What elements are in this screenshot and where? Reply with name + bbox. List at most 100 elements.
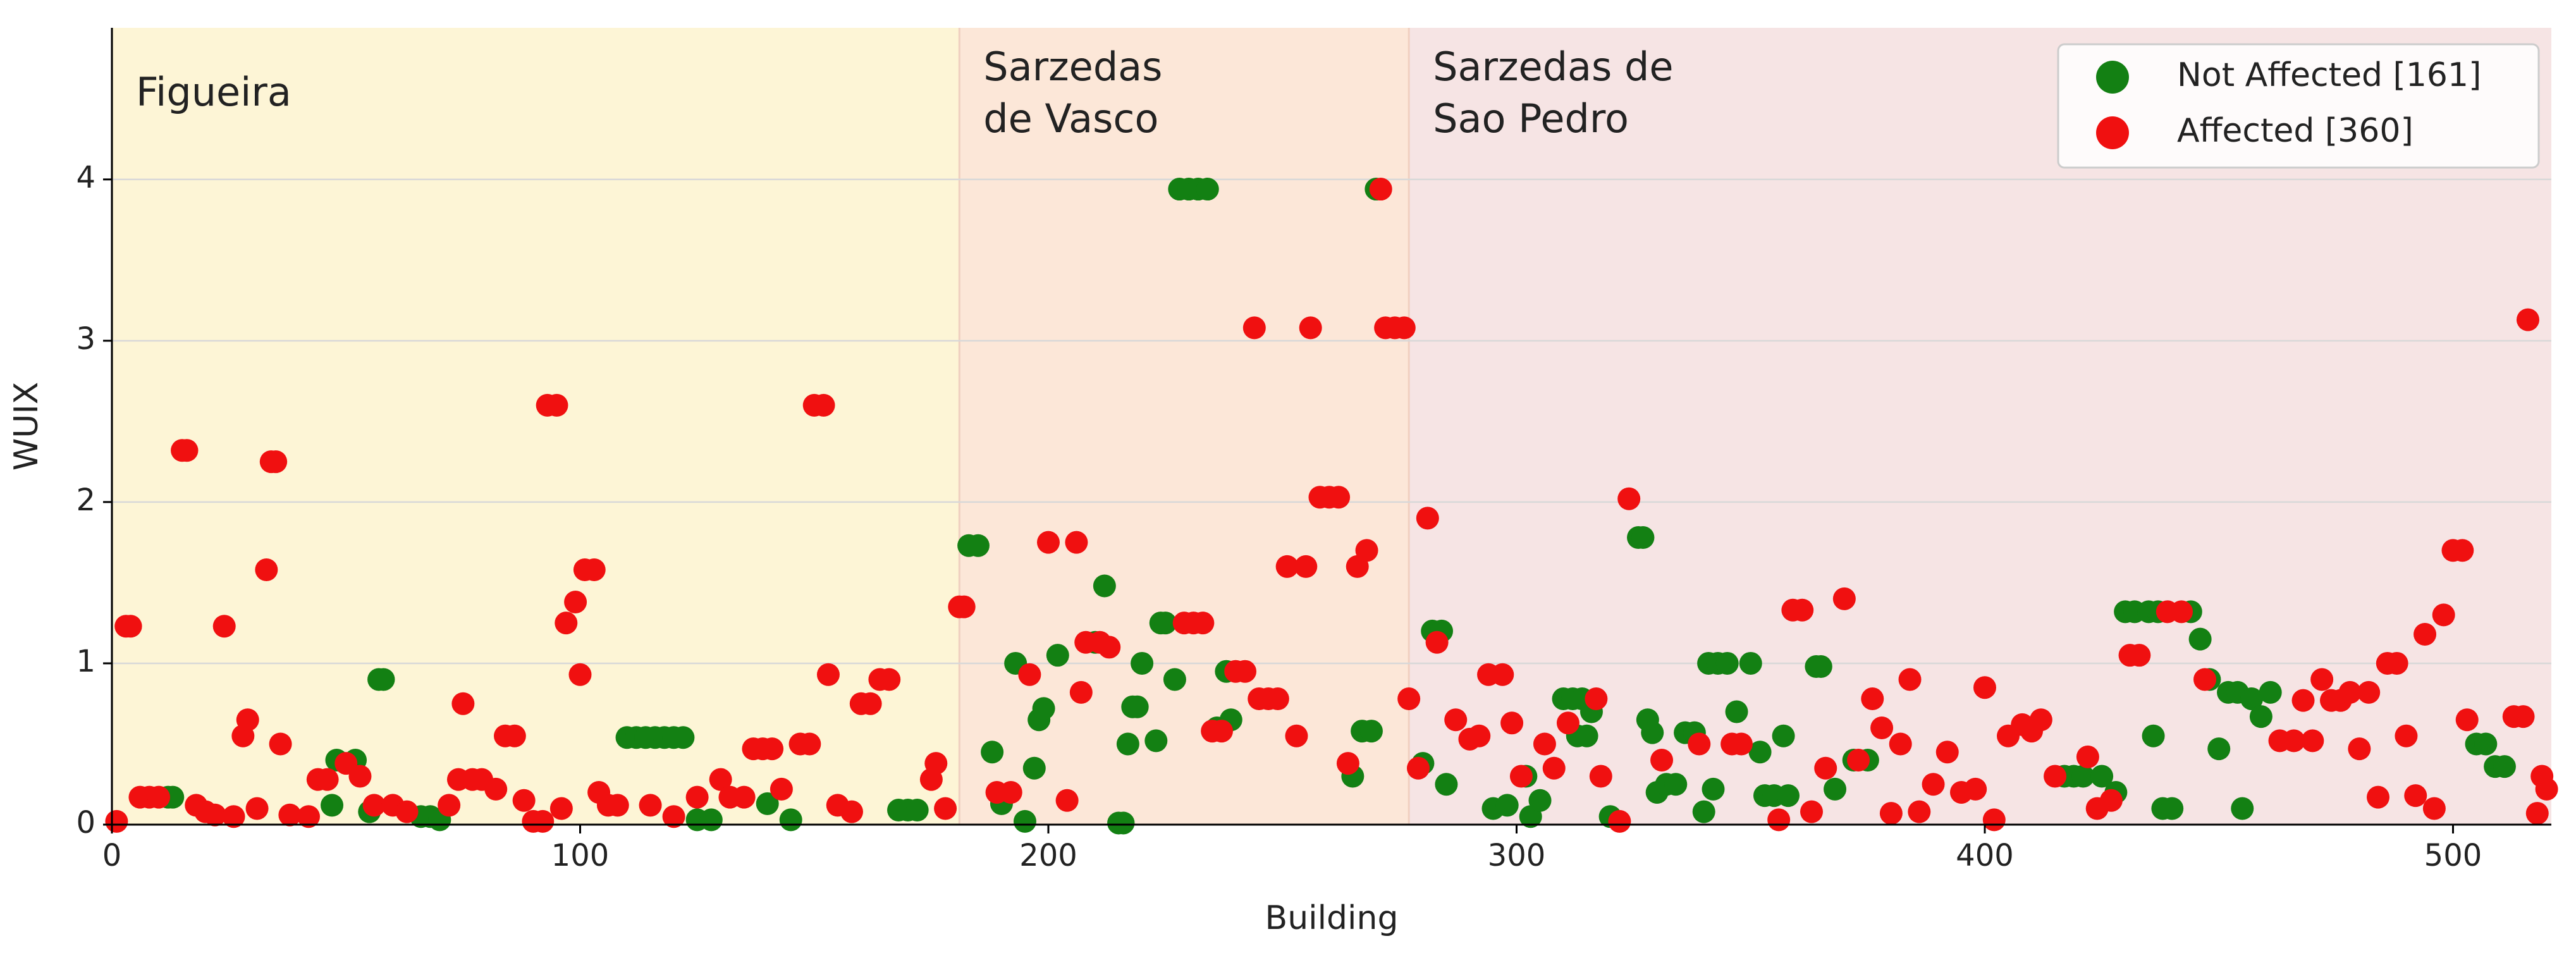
point [568, 663, 592, 686]
point [2170, 600, 2193, 624]
point [1065, 531, 1088, 554]
point [1355, 539, 1378, 562]
point [1131, 651, 1154, 675]
y-tick-label: 0 [76, 805, 95, 840]
point [1528, 789, 1552, 812]
point [222, 805, 245, 828]
y-tick-label: 4 [76, 160, 95, 195]
x-tick-label: 300 [1488, 838, 1546, 873]
point [1776, 784, 1800, 808]
point [1870, 716, 1894, 739]
point [924, 752, 948, 775]
point [2535, 777, 2558, 801]
point [1234, 660, 1257, 683]
point [1369, 178, 1392, 201]
point [1435, 773, 1458, 796]
y-tick-label: 1 [76, 644, 95, 679]
point [1013, 809, 1036, 833]
point [934, 797, 957, 820]
point [2338, 680, 2362, 704]
point [545, 393, 568, 417]
point [2071, 765, 2095, 788]
point [1748, 741, 1772, 764]
point [1359, 720, 1383, 743]
point [1715, 651, 1739, 675]
point [316, 768, 339, 791]
point [1416, 507, 1439, 530]
point [1889, 732, 1912, 756]
point [1982, 808, 2006, 832]
point [1509, 765, 1533, 788]
point [503, 724, 526, 747]
y-axis-label: WUIX [8, 382, 46, 470]
point [1144, 729, 1168, 753]
point [2385, 651, 2408, 675]
point [2240, 687, 2264, 711]
y-tick-label: 2 [76, 483, 95, 518]
point [606, 794, 629, 817]
point [1664, 773, 1688, 796]
point [362, 794, 386, 817]
point [255, 558, 278, 582]
point [245, 797, 269, 820]
point [1022, 756, 1046, 780]
point [1036, 531, 1060, 554]
point [1392, 316, 1416, 340]
point [672, 726, 695, 749]
point [119, 615, 142, 638]
points [105, 178, 2558, 835]
legend-marker [2096, 61, 2129, 94]
point [812, 393, 835, 417]
point [2525, 802, 2549, 825]
point [1018, 663, 1041, 686]
point [1098, 636, 1121, 659]
point [1533, 732, 1556, 756]
point [1772, 724, 1795, 747]
point [2310, 668, 2334, 691]
point [203, 803, 226, 827]
point [1116, 732, 1139, 756]
point [1163, 668, 1186, 691]
point [297, 805, 321, 828]
point [662, 805, 685, 828]
legend-box [2057, 43, 2540, 169]
point [1125, 695, 1149, 718]
point [1266, 687, 1289, 711]
x-tick-label: 100 [551, 838, 610, 873]
point [2301, 729, 2324, 753]
point [278, 803, 302, 827]
point [2076, 745, 2099, 768]
point [1500, 711, 1524, 735]
point [1800, 800, 1824, 823]
point [212, 615, 236, 638]
region [959, 28, 1409, 825]
point [438, 794, 461, 817]
point [1210, 720, 1233, 743]
point [756, 792, 779, 815]
point [236, 708, 259, 732]
point [1631, 526, 1655, 549]
point [1425, 630, 1449, 654]
point [2455, 708, 2479, 732]
point [2493, 755, 2516, 778]
point [564, 591, 587, 614]
point [1791, 598, 1814, 622]
legend-marker [2096, 116, 2129, 149]
point [175, 439, 199, 462]
point [1336, 752, 1359, 775]
point [1556, 711, 1579, 735]
point [1585, 687, 1608, 711]
point [582, 558, 606, 582]
point [1814, 756, 1837, 780]
point [966, 534, 990, 557]
point [1973, 676, 1996, 699]
point [699, 808, 723, 832]
point [2348, 737, 2371, 761]
point [2404, 784, 2427, 808]
x-tick-label: 500 [2424, 838, 2482, 873]
point [1275, 555, 1299, 578]
point [2357, 680, 2381, 704]
point [1299, 316, 1322, 340]
point [2451, 539, 2474, 562]
